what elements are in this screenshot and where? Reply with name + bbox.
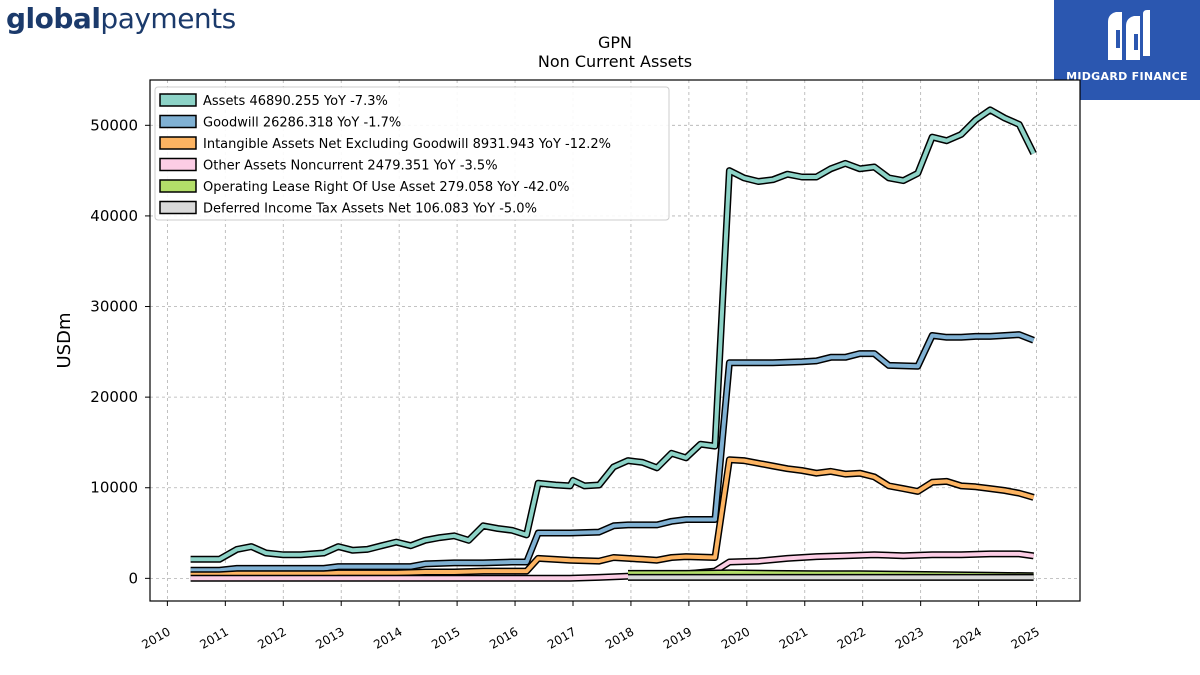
x-tick-label: 2016 <box>487 624 520 651</box>
legend-swatch <box>159 179 197 193</box>
plot-frame <box>149 79 1081 602</box>
legend-label: Assets 46890.255 YoY -7.3% <box>203 94 388 109</box>
x-tick-label: 2019 <box>661 624 694 651</box>
legend-label: Operating Lease Right Of Use Asset 279.0… <box>203 180 570 195</box>
x-tick-label: 2010 <box>139 624 172 651</box>
x-tick-label: 2013 <box>313 624 346 651</box>
legend-swatch <box>159 200 197 215</box>
y-axis-label: USDm <box>54 313 75 369</box>
y-tick-label: 40000 <box>90 207 138 225</box>
legend-label: Intangible Assets Net Excluding Goodwill… <box>203 137 611 152</box>
legend-label: Goodwill 26286.318 YoY -1.7% <box>203 116 401 131</box>
legend: Assets 46890.255 YoY -7.3% Goodwill 26286… <box>154 86 670 221</box>
legend-swatch <box>159 93 197 107</box>
x-tick-label: 2020 <box>719 624 752 651</box>
y-tick-label: 50000 <box>90 116 138 134</box>
x-tick-label: 2023 <box>893 624 926 651</box>
x-tick-label: 2014 <box>371 624 404 651</box>
legend-box <box>154 86 670 221</box>
x-tick-label: 2021 <box>777 624 810 651</box>
x-tick-label: 2017 <box>545 624 578 651</box>
chart-subtitle: Non Current Assets <box>537 52 693 71</box>
brand-regular-text: payments <box>100 2 236 35</box>
y-tick-label: 20000 <box>90 388 138 406</box>
x-tick-label: 2012 <box>255 624 288 651</box>
legend-swatch <box>159 114 197 129</box>
legend-label: Other Assets Noncurrent 2479.351 YoY -3.… <box>203 159 498 174</box>
legend-swatch <box>159 136 197 150</box>
legend-label: Deferred Income Tax Assets Net 106.083 Y… <box>203 202 537 217</box>
y-tick-label: 30000 <box>90 298 138 316</box>
y-tick-label: 10000 <box>90 479 138 497</box>
midgard-finance-text: MIDGARD FINANCE <box>1066 70 1188 83</box>
series-line-2 <box>190 457 1035 577</box>
x-tick-label: 2022 <box>835 624 868 651</box>
x-tick-label: 2015 <box>429 624 462 651</box>
midgard-finance-logo: MIDGARD FINANCE <box>1054 0 1200 100</box>
x-tick-label: 2025 <box>1009 624 1042 651</box>
globalpayments-logo: globalpayments <box>6 2 236 35</box>
x-tick-label: 2011 <box>197 624 230 651</box>
legend-swatch <box>159 157 197 172</box>
x-tick-label: 2024 <box>951 624 984 651</box>
midgard-m-icon <box>1108 10 1150 60</box>
series-line-0 <box>190 107 1036 562</box>
x-tick-label: 2018 <box>603 624 636 651</box>
brand-bold-text: global <box>6 2 101 35</box>
chart-title: GPN <box>597 33 632 52</box>
series-line-1 <box>190 332 1035 573</box>
y-tick-label: 0 <box>128 569 138 587</box>
